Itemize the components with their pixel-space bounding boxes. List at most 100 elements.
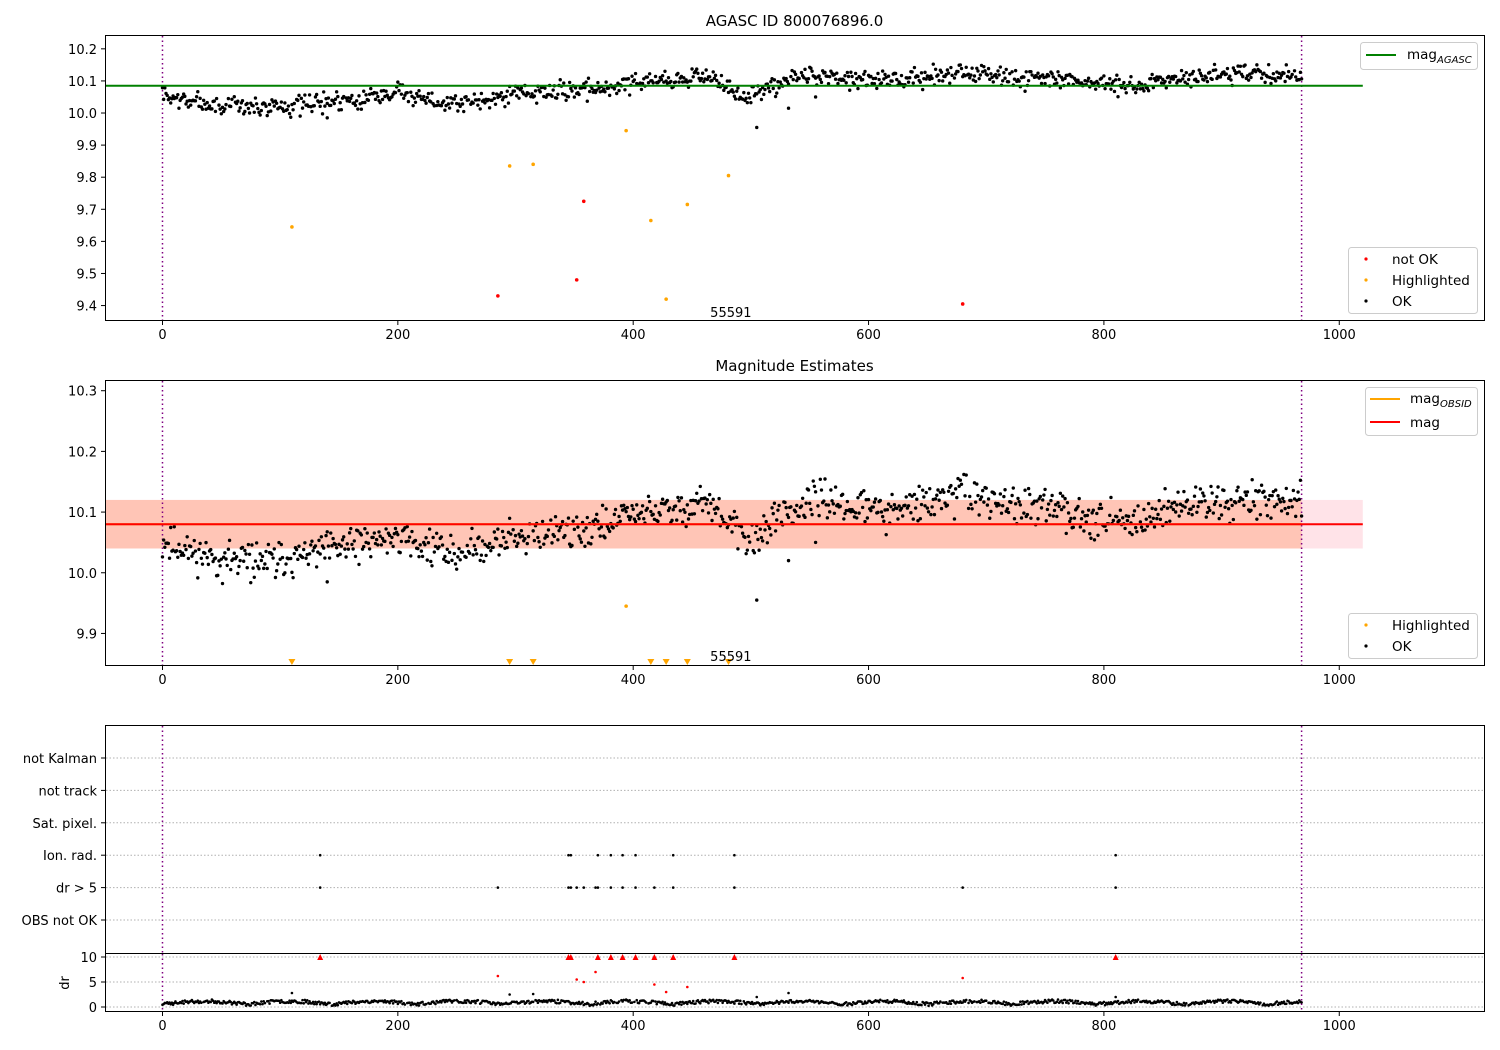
p1-ok-point — [514, 94, 519, 98]
p2-ok-point — [1042, 493, 1046, 497]
p2-ok-point — [1115, 514, 1119, 519]
p1-ok-point — [689, 79, 693, 83]
flag-point — [621, 886, 624, 889]
dr-point — [663, 1001, 667, 1004]
flag-point — [671, 886, 675, 889]
p2-ok-point — [1081, 510, 1085, 514]
p2-ok-point — [1264, 503, 1268, 507]
p2-ok-point — [489, 548, 493, 553]
p1-ok-point — [1241, 74, 1245, 79]
p2-ok-point — [474, 552, 479, 556]
p2-ok-point — [253, 559, 258, 563]
p1-ok-point — [512, 89, 517, 93]
p2-ok-point — [372, 531, 377, 535]
p2-ok-point — [351, 547, 355, 551]
p1-ok-point — [996, 69, 1000, 73]
p1-ok-point — [350, 93, 354, 98]
dr-point — [973, 1000, 976, 1003]
p2-ok-point — [612, 512, 617, 517]
p1-ok-point — [640, 81, 645, 86]
p2-ok-point — [1062, 505, 1066, 509]
p1-ok-point — [1266, 62, 1271, 67]
p2-ok-point — [540, 519, 545, 524]
p2-ok-point — [936, 488, 940, 492]
legend-label-not-ok: not OK — [1392, 252, 1439, 268]
p1-ok-point — [326, 96, 331, 100]
p2-ok-point — [406, 539, 411, 543]
p2-ok-point — [1258, 512, 1263, 517]
p1-ok-point — [906, 80, 911, 84]
p2-ok-point — [786, 515, 791, 520]
flag-tick-label: OBS not OK — [22, 914, 98, 929]
dr-point — [862, 1002, 866, 1005]
flag-point — [567, 886, 570, 889]
p1-ok-point — [1017, 79, 1021, 83]
dr-outlier — [1114, 995, 1117, 999]
dr-point — [604, 1001, 608, 1005]
p1-ok-point — [322, 90, 326, 94]
p2-ok-point — [169, 525, 173, 530]
p2-ok-point — [410, 529, 414, 534]
p2-ok-point — [350, 542, 354, 547]
p2-ok-point — [261, 566, 266, 571]
dr-point — [716, 1001, 720, 1005]
p1-ok-point — [1003, 76, 1007, 80]
p2-ok-point — [764, 519, 768, 524]
p1-ok-point — [645, 75, 650, 79]
p1-ok-point — [988, 77, 992, 82]
dr-point — [480, 1001, 483, 1004]
p2-ok-point — [1281, 496, 1285, 501]
p1-ok-point — [374, 91, 379, 95]
p1-ok-point — [169, 101, 173, 105]
p1-ok-point — [712, 76, 717, 80]
dr-point — [1136, 998, 1140, 1001]
p1-ok-point — [259, 108, 264, 113]
dr-point — [633, 1000, 636, 1004]
dr-point — [740, 1002, 743, 1006]
dr-point — [637, 1001, 641, 1005]
p1-ok-point — [1006, 80, 1011, 84]
p1-ok-point — [332, 101, 336, 106]
dr-point — [1022, 1002, 1026, 1006]
p2-ok-point — [1005, 507, 1010, 511]
p2-ok-point — [924, 490, 928, 495]
p2-ok-point — [1158, 517, 1163, 522]
p1-ok-point — [975, 66, 979, 71]
p1-ok-point — [797, 76, 801, 81]
dr-large-point — [961, 976, 964, 980]
dr-point — [287, 1001, 290, 1005]
dr-point — [967, 1001, 970, 1005]
p2-ok-point — [264, 549, 268, 554]
p1-ok-point — [517, 96, 521, 100]
dr-point — [931, 1002, 935, 1006]
p1-ok-point — [747, 96, 752, 100]
p1-ok-point — [642, 77, 646, 81]
panel2-annotation: 55591 — [710, 650, 751, 665]
p2-ok-point — [1226, 506, 1231, 511]
p2-ok-point — [343, 547, 347, 551]
p2-ok-point — [413, 538, 418, 543]
p1-ok-point — [1008, 71, 1012, 76]
dr-outlier — [755, 995, 759, 999]
p2-ok-point — [1150, 506, 1154, 511]
p1-ok-point — [1129, 75, 1133, 79]
p1-ok-point — [707, 75, 712, 79]
p2-ok-point — [1011, 486, 1015, 490]
panel1-legend-bottom: not OK Highlighted OK — [1348, 247, 1478, 314]
p2-ok-point — [236, 571, 240, 576]
p1-ytick-label: 9.8 — [76, 171, 97, 186]
p1-ok-point — [997, 73, 1001, 77]
p2-ok-point — [1012, 517, 1017, 521]
p1-ok-point — [767, 89, 772, 94]
p1-ok-point — [1212, 62, 1217, 67]
p1-ok-point — [1113, 78, 1118, 82]
p1-ok-point — [1277, 71, 1281, 75]
p2-ok-point — [730, 530, 734, 534]
p2-ok-point — [957, 484, 961, 488]
p2-ok-point — [300, 555, 305, 560]
dr-point — [301, 998, 304, 1002]
dr-point — [1017, 1003, 1021, 1006]
p2-ok-point — [1036, 517, 1040, 521]
p2-ok-point — [445, 547, 449, 551]
p2-ok-point — [822, 499, 826, 503]
